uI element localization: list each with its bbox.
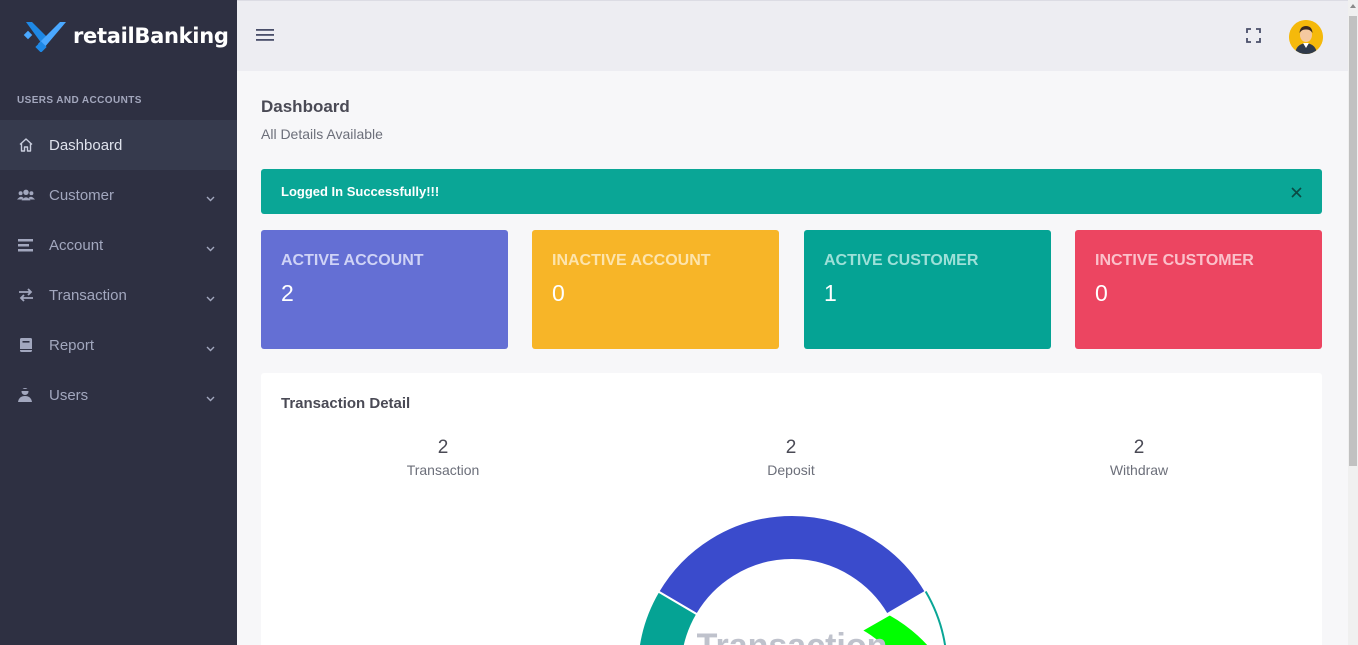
page-title: Dashboard [261, 97, 350, 116]
stat-card-active-account[interactable]: ACTIVE ACCOUNT 2 [261, 230, 508, 349]
sidebar-section-label: USERS AND ACCOUNTS [17, 95, 142, 106]
stat-label: INCTIVE CUSTOMER [1095, 252, 1254, 269]
sidebar-item-label: Transaction [49, 286, 127, 304]
metric-withdraw: 2 Withdraw [1039, 437, 1239, 478]
sidebar-item-label: Users [49, 386, 89, 404]
stat-card-active-customer[interactable]: ACTIVE CUSTOMER 1 [804, 230, 1051, 349]
sidebar-item-label: Customer [49, 186, 115, 204]
stat-card-inactive-customer[interactable]: INCTIVE CUSTOMER 0 [1075, 230, 1322, 349]
user-avatar-icon[interactable] [1289, 20, 1323, 54]
stat-label: ACTIVE CUSTOMER [824, 252, 979, 269]
success-alert: Logged In Successfully!!! [261, 169, 1322, 214]
exchange-icon [17, 286, 35, 304]
page-subtitle: All Details Available [261, 126, 383, 142]
top-bar [237, 0, 1348, 71]
donut-segment-right[interactable] [859, 613, 947, 645]
donut-segment-main[interactable] [656, 514, 928, 616]
stat-value: 0 [1095, 280, 1108, 306]
sidebar-item-label: Account [49, 236, 104, 254]
hamburger-icon[interactable] [256, 28, 274, 47]
scroll-up-arrow-icon[interactable] [1350, 4, 1356, 8]
stat-value: 1 [824, 280, 837, 306]
page-scrollbar[interactable] [1348, 0, 1358, 645]
sidebar-item-label: Dashboard [49, 136, 123, 154]
user-shield-icon [17, 386, 35, 404]
list-icon [17, 236, 35, 254]
metric-transaction: 2 Transaction [343, 437, 543, 478]
metric-label: Withdraw [1109, 462, 1169, 478]
users-icon [17, 186, 35, 204]
close-icon[interactable] [1291, 185, 1302, 203]
panel-title: Transaction Detail [281, 395, 411, 412]
sidebar-item-account[interactable]: Account [0, 220, 237, 270]
donut-center-text: Transaction [697, 627, 888, 645]
chevron-down-icon [206, 289, 215, 307]
sidebar-item-dashboard[interactable]: Dashboard [0, 120, 237, 170]
stat-value: 2 [281, 280, 294, 306]
brand-name: retailBanking [73, 24, 229, 48]
metric-value: 2 [1133, 437, 1145, 458]
sidebar-item-report[interactable]: Report [0, 320, 237, 370]
brand-logo[interactable]: retailBanking [22, 18, 229, 54]
fullscreen-icon[interactable] [1246, 28, 1261, 48]
stat-card-inactive-account[interactable]: INACTIVE ACCOUNT 0 [532, 230, 779, 349]
metric-value: 2 [785, 437, 797, 458]
sidebar-item-transaction[interactable]: Transaction [0, 270, 237, 320]
logo-icon [23, 22, 66, 52]
sidebar-item-customer[interactable]: Customer [0, 170, 237, 220]
metric-deposit: 2 Deposit [691, 437, 891, 478]
sidebar-item-users[interactable]: Users [0, 370, 237, 420]
scroll-thumb[interactable] [1349, 16, 1357, 466]
stat-label: INACTIVE ACCOUNT [552, 252, 711, 269]
metric-value: 2 [437, 437, 449, 458]
transaction-detail-panel: Transaction Detail 2 Transaction 2 Depos… [261, 373, 1322, 645]
stat-value: 0 [552, 280, 565, 306]
stat-label: ACTIVE ACCOUNT [281, 252, 424, 269]
transaction-donut-chart: Transaction [637, 514, 947, 645]
donut-segment-left[interactable] [637, 590, 699, 645]
chevron-down-icon [206, 389, 215, 407]
sidebar-menu: Dashboard Customer Account Transaction [0, 120, 237, 420]
metric-label: Deposit [767, 462, 815, 478]
alert-message: Logged In Successfully!!! [281, 184, 440, 199]
sidebar: retailBanking USERS AND ACCOUNTS Dashboa… [0, 0, 237, 645]
chevron-down-icon [206, 239, 215, 257]
chevron-down-icon [206, 339, 215, 357]
chevron-down-icon [206, 189, 215, 207]
metric-label: Transaction [406, 462, 480, 478]
home-icon [17, 136, 35, 154]
sidebar-item-label: Report [49, 336, 95, 354]
book-icon [17, 336, 35, 354]
